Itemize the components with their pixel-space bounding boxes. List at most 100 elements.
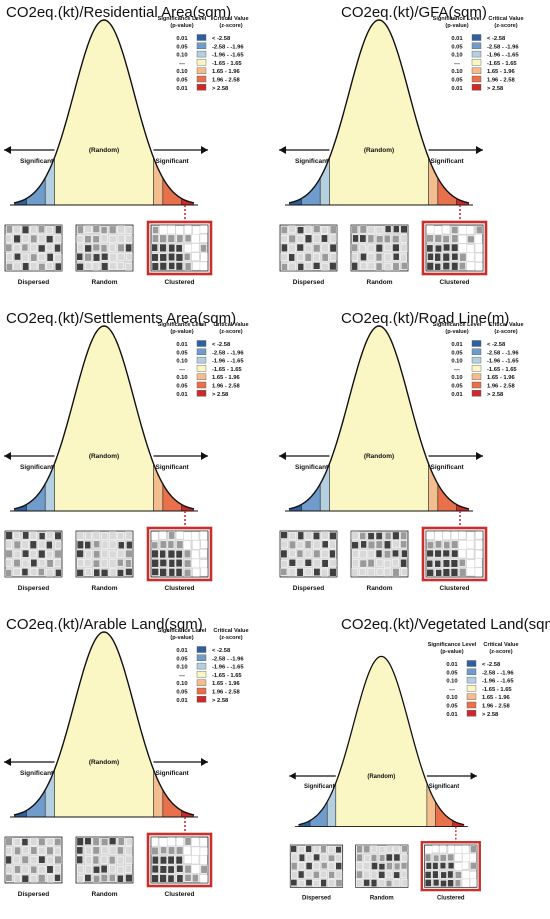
- map-cell: [84, 244, 92, 253]
- panel-graphic: Significant (Random) Significant Dispersed R…: [279, 19, 488, 286]
- map-cell: [201, 252, 208, 262]
- map-cell: [385, 853, 393, 862]
- map-cell: [359, 559, 367, 568]
- map-cell: [92, 253, 101, 262]
- map-cell: [22, 549, 30, 558]
- right-arrow-head: [476, 452, 483, 460]
- map-cell: [383, 540, 391, 550]
- map-cell: [321, 862, 328, 870]
- map-cell: [193, 568, 200, 577]
- map-cell: [37, 540, 46, 549]
- map-cell: [117, 874, 124, 883]
- legend-p-value: ---: [449, 687, 455, 693]
- map-cell: [280, 568, 288, 576]
- map-cell: [159, 234, 167, 243]
- dispersed-label: Dispersed: [18, 279, 49, 286]
- map-cell: [426, 559, 434, 568]
- map-cell: [329, 568, 337, 577]
- panel-title: CO2eq.(kt)/Residential Area(sqm): [6, 4, 231, 21]
- legend-p-value: 0.10: [176, 69, 187, 75]
- legend-p-value: 0.05: [446, 670, 458, 676]
- map-cell: [393, 879, 401, 887]
- legend-p-value: 0.01: [446, 662, 458, 668]
- map-cell: [117, 866, 125, 874]
- map-cell: [451, 531, 459, 540]
- map-cell: [462, 845, 469, 854]
- legend: Significance Level(p-value) Critical Valu…: [158, 322, 249, 398]
- map-cell: [442, 262, 450, 271]
- legend-z-range: -2.58 - -1.96: [487, 350, 519, 356]
- map-cell: [320, 870, 327, 879]
- map-cell: [92, 559, 101, 568]
- map-cell: [305, 879, 313, 887]
- map-cell: [30, 234, 38, 244]
- legend-z-range: -1.96 - -1.65: [212, 359, 244, 365]
- map-cell: [329, 262, 337, 271]
- legend-z-range: -2.58 - -1.96: [212, 350, 244, 356]
- curve-region-1-65-1-96: [428, 157, 438, 205]
- map-cell: [434, 252, 441, 262]
- map-cell: [393, 845, 400, 853]
- map-cell: [38, 837, 46, 846]
- map-cell: [335, 862, 342, 870]
- clustered-label: Clustered: [165, 279, 195, 286]
- map-cell: [305, 845, 312, 853]
- map-cell: [175, 253, 184, 262]
- legend-swatch: [471, 365, 482, 372]
- curve-region-1-65-1-96: [153, 769, 163, 817]
- significant-right-label: Significant: [431, 464, 465, 471]
- map-cell: [159, 558, 167, 567]
- clustered-pattern-map: [150, 224, 209, 272]
- legend-swatch: [196, 67, 207, 74]
- map-cell: [356, 845, 363, 854]
- map-cell: [151, 262, 159, 271]
- dispersed-pattern-map: [289, 844, 344, 888]
- map-cell: [329, 549, 336, 559]
- map-cell: [370, 845, 378, 853]
- map-cell: [320, 845, 327, 854]
- map-cell: [288, 558, 296, 567]
- map-cell: [363, 870, 370, 879]
- bell-curve-outline: [298, 655, 465, 826]
- map-cell: [475, 243, 483, 253]
- map-cell: [159, 225, 167, 234]
- map-cell: [167, 865, 175, 874]
- map-cell: [117, 243, 125, 253]
- dispersed-label: Dispersed: [302, 895, 331, 901]
- map-cell: [184, 874, 192, 882]
- map-cell: [100, 244, 108, 253]
- map-cell: [101, 252, 109, 261]
- map-cell: [193, 226, 200, 234]
- panel-graphic: Significant (Random) Significant Dispersed R…: [289, 655, 481, 901]
- map-cell: [459, 540, 467, 550]
- map-cell: [184, 234, 192, 243]
- legend-p-value: 0.05: [176, 350, 188, 356]
- map-cell: [151, 846, 159, 856]
- map-cell: [450, 559, 459, 568]
- map-cell: [426, 569, 434, 577]
- map-cell: [92, 243, 101, 252]
- map-cell: [435, 531, 442, 540]
- map-cell: [432, 870, 439, 879]
- map-cell: [159, 243, 167, 253]
- map-cell: [351, 549, 359, 558]
- map-cell: [400, 234, 408, 243]
- map-cell: [93, 540, 101, 549]
- legend-critical-header: Critical Value: [483, 642, 518, 648]
- map-cell: [77, 225, 84, 234]
- map-cell: [108, 531, 117, 540]
- clustered-label: Clustered: [440, 585, 470, 592]
- legend: Significance Level(p-value) Critical Valu…: [433, 16, 524, 92]
- map-cell: [108, 559, 117, 568]
- map-cell: [476, 225, 483, 234]
- map-cell: [184, 225, 192, 234]
- map-cell: [183, 549, 192, 559]
- map-cell: [304, 253, 312, 262]
- map-cell: [383, 550, 391, 559]
- map-cell: [46, 874, 54, 883]
- map-cell: [329, 225, 337, 234]
- map-cell: [321, 253, 329, 262]
- significant-left-label: Significant: [20, 464, 54, 471]
- map-cell: [126, 541, 133, 550]
- map-cell: [117, 252, 125, 261]
